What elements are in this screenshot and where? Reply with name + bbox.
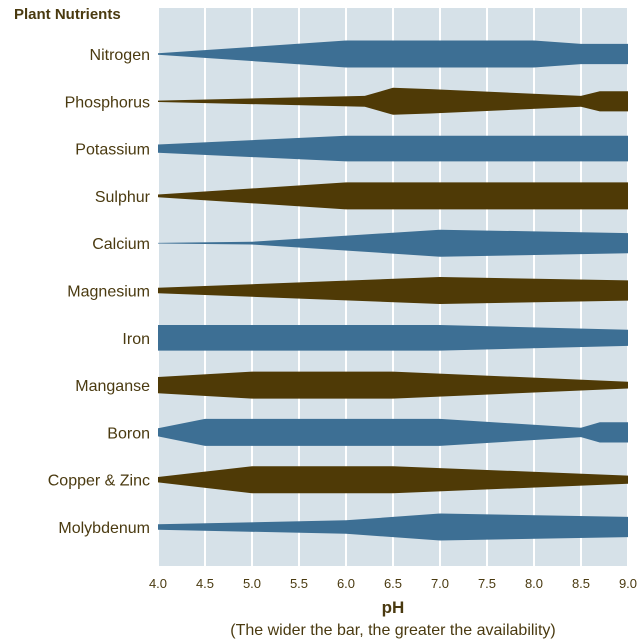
nutrient-bar-iron — [158, 325, 628, 351]
x-tick-label: 6.0 — [337, 576, 355, 591]
nutrient-label: Manganse — [75, 378, 150, 395]
x-tick-label: 8.0 — [525, 576, 543, 591]
x-tick-label: 7.5 — [478, 576, 496, 591]
x-tick-label: 5.0 — [243, 576, 261, 591]
x-tick-label: 4.5 — [196, 576, 214, 591]
nutrient-label: Calcium — [92, 236, 150, 253]
nutrient-label: Molybdenum — [58, 520, 150, 537]
x-tick-label: 4.0 — [149, 576, 167, 591]
x-tick-labels: 4.0 4.5 5.0 5.5 6.0 6.5 7.0 7.5 8.0 8.5 9.0 — [149, 576, 637, 591]
nutrient-label: Potassium — [75, 142, 150, 159]
nutrient-label: Magnesium — [67, 284, 150, 301]
x-axis-title: pH — [158, 598, 628, 618]
x-tick-label: 7.0 — [431, 576, 449, 591]
x-tick-label: 6.5 — [384, 576, 402, 591]
x-tick-label: 8.5 — [572, 576, 590, 591]
nutrient-label: Boron — [107, 425, 150, 442]
x-tick-label: 5.5 — [290, 576, 308, 591]
x-axis-caption: (The wider the bar, the greater the avai… — [158, 622, 628, 640]
nutrient-label: Copper & Zinc — [48, 473, 150, 490]
nutrient-labels: Nitrogen Phosphorus Potassium Sulphur Calciu… — [48, 47, 151, 537]
nutrient-availability-chart: Nitrogen Phosphorus Potassium Sulphur Calciu… — [0, 0, 640, 600]
x-tick-label: 9.0 — [619, 576, 637, 591]
nutrient-label: Sulphur — [95, 189, 151, 206]
nutrient-label: Nitrogen — [90, 47, 150, 64]
nutrient-label: Phosphorus — [65, 94, 150, 111]
nutrient-label: Iron — [122, 331, 150, 348]
